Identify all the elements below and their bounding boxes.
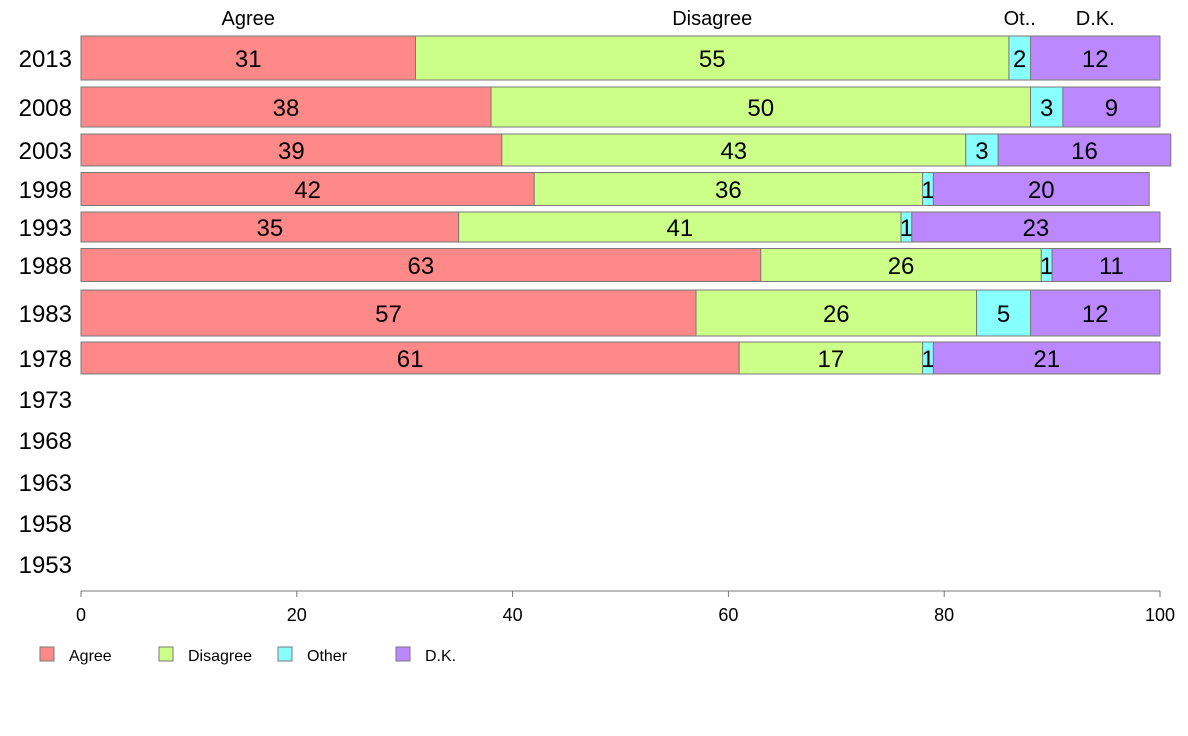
year-label-1983: 1983 xyxy=(19,301,72,328)
data-label-1983-agree: 57 xyxy=(375,301,402,328)
data-label-1993-other: 1 xyxy=(900,215,913,242)
data-label-2013-disagree: 55 xyxy=(699,46,726,73)
bar-segment-1978-disagree xyxy=(738,341,924,375)
data-label-2008-dk: 9 xyxy=(1105,95,1118,122)
x-tick-label-0: 0 xyxy=(76,605,86,625)
data-label-1988-dk: 11 xyxy=(1099,253,1124,280)
year-label-2008: 2008 xyxy=(19,95,72,122)
legend-swatch-dk xyxy=(395,646,411,662)
bar-segment-1993-disagree xyxy=(458,211,902,243)
legend-swatch-disagree xyxy=(158,646,174,662)
bar-segment-1993-dk xyxy=(911,211,1161,243)
data-label-1998-disagree: 36 xyxy=(715,177,742,204)
data-label-1978-agree: 61 xyxy=(397,346,424,373)
bar-segment-2003-agree xyxy=(80,133,503,167)
year-label-1998: 1998 xyxy=(19,177,72,204)
data-label-1993-disagree: 41 xyxy=(666,215,693,242)
year-label-1953: 1953 xyxy=(19,552,72,579)
data-label-2008-disagree: 50 xyxy=(747,95,774,122)
data-label-2008-agree: 38 xyxy=(273,95,300,122)
data-label-2003-agree: 39 xyxy=(278,138,305,165)
year-label-2013: 2013 xyxy=(19,46,72,73)
bar-segment-2008-other xyxy=(1030,86,1064,128)
data-label-1978-disagree: 17 xyxy=(818,346,845,373)
data-label-2003-disagree: 43 xyxy=(720,138,747,165)
bar-segment-1983-other xyxy=(976,289,1032,337)
data-label-1998-agree: 42 xyxy=(294,177,321,204)
data-label-2003-dk: 16 xyxy=(1071,138,1098,165)
x-tick-label-60: 60 xyxy=(718,605,738,625)
data-label-1998-other: 1 xyxy=(921,177,934,204)
bar-segment-2013-disagree xyxy=(414,35,1010,81)
legend-label-other: Other xyxy=(307,648,348,665)
bar-segment-2003-dk xyxy=(997,133,1172,167)
bar-segment-2003-other xyxy=(965,133,999,167)
bar-segment-1978-agree xyxy=(80,341,740,375)
x-tick-label-100: 100 xyxy=(1145,605,1175,625)
bar-segment-1998-dk xyxy=(932,172,1150,206)
year-label-1993: 1993 xyxy=(19,215,72,242)
bar-segment-1983-dk xyxy=(1030,289,1161,337)
data-label-2013-other: 2 xyxy=(1013,46,1026,73)
year-label-1963: 1963 xyxy=(19,470,72,497)
legend-label-dk: D.K. xyxy=(425,648,456,665)
data-label-2013-agree: 31 xyxy=(235,46,262,73)
bar-segment-2008-disagree xyxy=(490,86,1032,128)
year-label-1958: 1958 xyxy=(19,511,72,538)
data-label-1993-agree: 35 xyxy=(256,215,283,242)
bar-segment-1978-dk xyxy=(932,341,1161,375)
data-label-1978-dk: 21 xyxy=(1033,346,1060,373)
year-label-1968: 1968 xyxy=(19,428,72,455)
column-header-2: Ot.. xyxy=(1004,8,1036,30)
data-label-1988-other: 1 xyxy=(1040,253,1053,280)
data-label-1988-disagree: 26 xyxy=(888,253,915,280)
column-header-1: Disagree xyxy=(672,8,752,30)
data-label-2008-other: 3 xyxy=(1040,95,1053,122)
bar-segment-2008-agree xyxy=(80,86,492,128)
data-label-1983-other: 5 xyxy=(997,301,1010,328)
legend-swatch-other xyxy=(277,646,293,662)
bar-segment-1988-dk xyxy=(1051,248,1172,282)
year-label-1973: 1973 xyxy=(19,387,72,414)
data-label-1988-agree: 63 xyxy=(408,253,435,280)
bar-segment-1998-agree xyxy=(80,172,535,206)
legend-swatch-agree xyxy=(39,646,55,662)
bar-segment-1998-disagree xyxy=(533,172,924,206)
bar-segment-2013-dk xyxy=(1030,35,1161,81)
bar-segment-2013-agree xyxy=(80,35,416,81)
year-label-2003: 2003 xyxy=(19,138,72,165)
bar-segment-1983-disagree xyxy=(695,289,978,337)
data-label-1978-other: 1 xyxy=(921,346,934,373)
data-label-1983-dk: 12 xyxy=(1082,301,1109,328)
data-label-2013-dk: 12 xyxy=(1082,46,1109,73)
year-label-1978: 1978 xyxy=(19,346,72,373)
bar-segment-1988-disagree xyxy=(760,248,1042,282)
column-header-0: Agree xyxy=(222,8,275,30)
bar-segment-1983-agree xyxy=(80,289,697,337)
x-tick-label-20: 20 xyxy=(287,605,307,625)
data-label-1993-dk: 23 xyxy=(1023,215,1050,242)
data-label-1998-dk: 20 xyxy=(1028,177,1055,204)
bar-segment-2003-disagree xyxy=(501,133,967,167)
x-tick-label-40: 40 xyxy=(503,605,523,625)
data-label-1983-disagree: 26 xyxy=(823,301,850,328)
column-header-3: D.K. xyxy=(1076,8,1115,30)
year-label-1988: 1988 xyxy=(19,253,72,280)
bar-segment-2008-dk xyxy=(1062,86,1161,128)
legend-label-disagree: Disagree xyxy=(188,648,252,665)
x-tick-label-80: 80 xyxy=(934,605,954,625)
legend-label-agree: Agree xyxy=(69,648,112,665)
data-label-2003-other: 3 xyxy=(975,138,988,165)
